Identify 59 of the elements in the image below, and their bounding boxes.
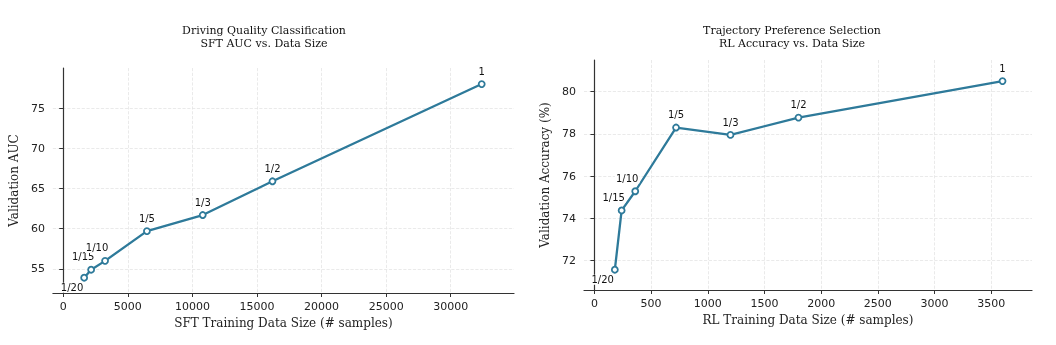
x-tick-label: 2500 xyxy=(863,297,892,310)
x-tick-label: 0 xyxy=(590,297,598,310)
annotation: 1 xyxy=(478,65,485,77)
y-axis-title: Validation Accuracy (%) xyxy=(538,102,553,249)
x-axis-title: RL Training Data Size (# samples) xyxy=(702,312,914,327)
x-tick-label: 500 xyxy=(640,297,662,310)
x-tick-label: 25000 xyxy=(368,300,404,313)
y-tick-label: 80 xyxy=(562,85,576,99)
y-tick-label: 60 xyxy=(30,222,45,236)
x-tick-label: 30000 xyxy=(433,300,469,313)
annotation: 1 xyxy=(999,62,1006,74)
annotation: 1/20 xyxy=(591,274,614,286)
annotation: 1/3 xyxy=(722,116,739,128)
y-tick-label: 76 xyxy=(562,169,576,183)
point xyxy=(794,113,803,122)
point xyxy=(631,187,640,196)
y-tick-label: 55 xyxy=(30,262,45,276)
x-axis-title: SFT Training Data Size (# samples) xyxy=(174,315,393,330)
y-tick-label: 75 xyxy=(30,101,45,115)
point xyxy=(80,273,89,282)
y-tick-label: 65 xyxy=(30,182,45,196)
x-tick-label: 3000 xyxy=(920,297,949,310)
x-tick-label: 0 xyxy=(59,300,67,313)
x-tick-label: 10000 xyxy=(174,300,210,313)
point xyxy=(198,211,207,219)
annotation: 1/2 xyxy=(264,162,281,174)
annotation: 1/3 xyxy=(194,196,211,208)
point xyxy=(101,256,109,265)
chart-title: Driving Quality Classification xyxy=(182,24,346,37)
point xyxy=(477,80,486,88)
point xyxy=(610,265,619,274)
chart-subtitle: RL Accuracy vs. Data Size xyxy=(718,37,866,50)
x-tick-label: 3500 xyxy=(977,297,1006,310)
point xyxy=(998,77,1007,85)
chart-subtitle: SFT AUC vs. Data Size xyxy=(200,37,328,50)
x-tick-label: 15000 xyxy=(239,300,275,313)
y-tick-label: 70 xyxy=(30,141,45,155)
y-tick-label: 74 xyxy=(562,211,576,225)
point xyxy=(617,206,626,215)
annotation: 1/5 xyxy=(138,212,155,224)
point xyxy=(672,123,680,132)
point xyxy=(143,227,151,236)
point xyxy=(726,131,735,139)
y-tick-label: 78 xyxy=(562,127,576,141)
x-tick-label: 2000 xyxy=(807,297,836,310)
annotation: 1/15 xyxy=(602,192,625,204)
annotation: 1/2 xyxy=(790,99,807,111)
annotation: 1/10 xyxy=(616,172,639,184)
x-tick-label: 1500 xyxy=(750,297,779,310)
x-tick-label: 20000 xyxy=(304,300,340,313)
y-tick-label: 72 xyxy=(562,253,576,267)
y-axis-title: Validation AUC xyxy=(7,134,21,228)
x-tick-label: 1000 xyxy=(693,297,722,310)
annotation: 1/20 xyxy=(60,282,84,294)
point xyxy=(268,177,277,186)
point xyxy=(87,265,96,274)
chart-title: Trajectory Preference Selection xyxy=(703,24,881,37)
x-tick-label: 5000 xyxy=(113,300,142,313)
annotation: 1/5 xyxy=(668,109,685,121)
